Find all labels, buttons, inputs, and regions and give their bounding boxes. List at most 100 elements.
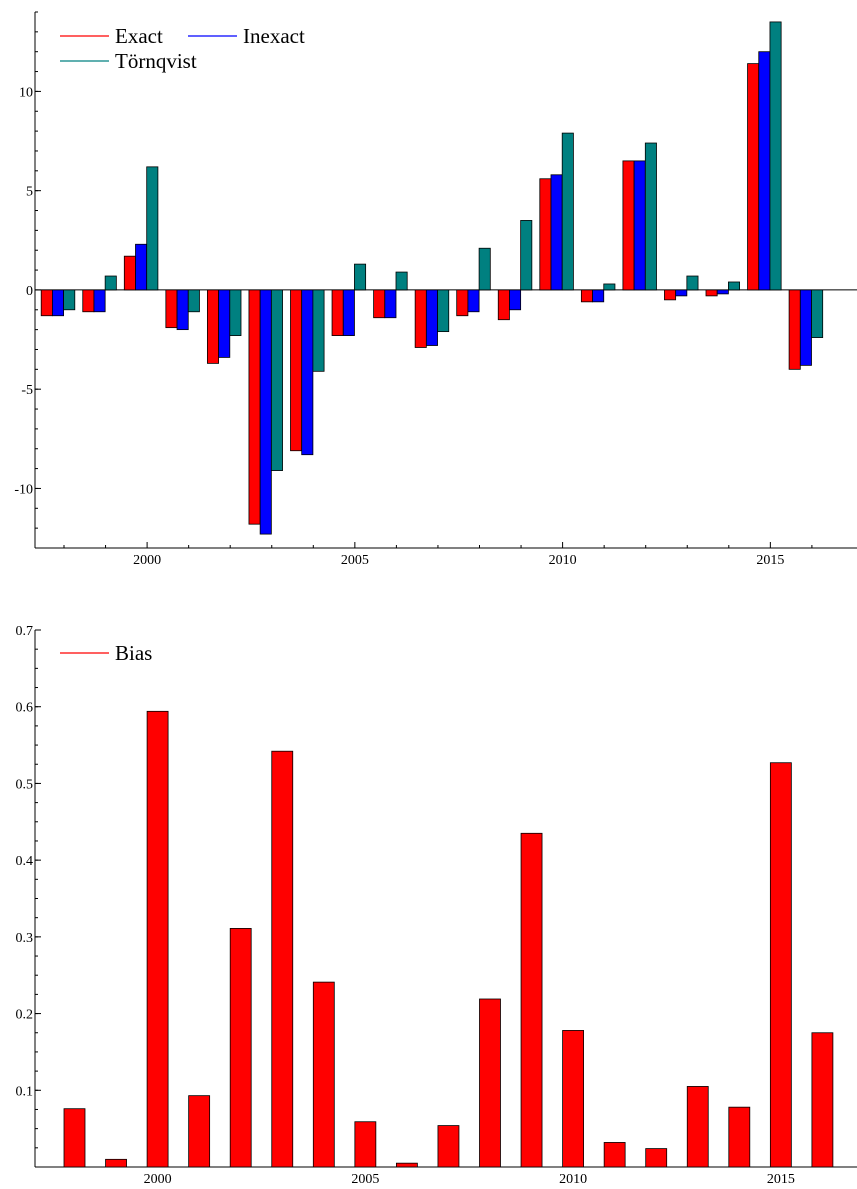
bar-trnqvist-2015 — [769, 21, 782, 291]
bar-exact-2000 — [123, 255, 136, 291]
bar-bias-2009 — [520, 832, 543, 1168]
bar-trnqvist-2000 — [146, 166, 159, 291]
bar-inexact-2012 — [633, 160, 646, 291]
bar-bias-2013 — [686, 1086, 709, 1168]
bar-bias-2016 — [811, 1032, 834, 1168]
bar-exact-2015 — [747, 63, 760, 291]
bar-exact-2008 — [456, 289, 469, 317]
x-tick-label: 2015 — [767, 1172, 795, 1187]
bar-bias-2012 — [645, 1148, 668, 1168]
bar-inexact-2014 — [716, 289, 729, 295]
bar-trnqvist-1998 — [63, 289, 76, 311]
bar-exact-2014 — [705, 289, 718, 297]
bar-trnqvist-2001 — [187, 289, 200, 313]
x-tick-label: 2005 — [351, 1172, 379, 1187]
bar-inexact-2009 — [509, 289, 522, 311]
bar-inexact-2002 — [218, 289, 231, 358]
x-tick-label: 2000 — [133, 553, 161, 568]
y-tick-label: 5 — [26, 185, 33, 200]
bar-bias-2000 — [146, 710, 169, 1168]
legend-label: Inexact — [243, 24, 305, 48]
bar-bias-2006 — [395, 1162, 418, 1168]
x-tick-label: 2010 — [549, 553, 577, 568]
bar-bias-2015 — [769, 762, 792, 1168]
x-tick-label: 2000 — [144, 1172, 172, 1187]
bar-inexact-1998 — [52, 289, 65, 317]
bar-trnqvist-2013 — [686, 275, 699, 291]
bar-exact-2013 — [664, 289, 677, 301]
bar-exact-2006 — [373, 289, 386, 319]
bar-inexact-2008 — [467, 289, 480, 313]
bar-bias-2004 — [312, 981, 335, 1168]
bar-inexact-2007 — [425, 289, 438, 346]
chart-2-bias-bars: 0.1 0.2 0.3 0.4 0.5 0.6 0.7 2000 2005 2010 2015 Bia… — [16, 624, 857, 1187]
bar-exact-2007 — [414, 289, 427, 348]
bar-trnqvist-1999 — [104, 275, 117, 291]
bar-bias-2014 — [728, 1106, 751, 1168]
bar-exact-2005 — [331, 289, 344, 336]
x-tick-label: 2005 — [341, 553, 369, 568]
x-tick-label: 2015 — [756, 553, 784, 568]
bar-exact-2012 — [622, 160, 635, 291]
bar-inexact-2013 — [675, 289, 688, 297]
y-tick-label: 0.3 — [16, 931, 34, 946]
bar-bias-2003 — [271, 750, 294, 1168]
y-tick-label: 0.2 — [16, 1008, 34, 1023]
bar-inexact-2006 — [384, 289, 397, 319]
bar-exact-1998 — [40, 289, 53, 317]
bar-trnqvist-2006 — [395, 271, 408, 291]
bar-trnqvist-2016 — [811, 289, 824, 338]
legend-label: Bias — [115, 641, 152, 665]
bar-inexact-2015 — [758, 51, 771, 291]
y-tick-label: 0.5 — [16, 777, 34, 792]
bar-bias-2002 — [229, 928, 252, 1168]
bar-inexact-2011 — [592, 289, 605, 303]
bar-bias-2011 — [603, 1142, 626, 1168]
y-tick-label: -10 — [14, 482, 33, 497]
bar-bias-2010 — [562, 1030, 584, 1168]
bar-trnqvist-2003 — [270, 289, 283, 471]
bar-exact-1999 — [82, 289, 95, 313]
chart-1-price-index-bars: -10 -5 0 5 10 2000 2005 2010 2015 Exact Inexact Tör… — [14, 11, 857, 568]
bar-trnqvist-2010 — [561, 132, 574, 291]
bar-bias-2007 — [437, 1125, 460, 1168]
bar-trnqvist-2009 — [520, 220, 533, 291]
y-tick-label: 0.4 — [16, 854, 34, 869]
bar-exact-2001 — [165, 289, 178, 329]
x-tick-label: 2010 — [559, 1172, 587, 1187]
bar-trnqvist-2002 — [229, 289, 242, 336]
bar-trnqvist-2012 — [644, 142, 657, 291]
bar-trnqvist-2014 — [728, 281, 741, 291]
bar-exact-2016 — [788, 289, 801, 370]
bar-bias-2005 — [354, 1121, 377, 1168]
bar-exact-2011 — [580, 289, 593, 303]
legend-label: Exact — [115, 24, 163, 48]
y-tick-label: 10 — [19, 85, 33, 100]
bar-bias-2008 — [479, 998, 501, 1168]
bar-inexact-2010 — [550, 174, 563, 291]
bar-inexact-2000 — [135, 243, 148, 291]
bar-trnqvist-2005 — [354, 263, 367, 291]
bar-trnqvist-2007 — [437, 289, 450, 333]
bar-exact-2002 — [206, 289, 219, 364]
bar-exact-2010 — [539, 178, 552, 291]
bar-exact-2003 — [248, 289, 261, 525]
bar-inexact-2001 — [176, 289, 189, 331]
y-tick-label: 0.7 — [16, 624, 34, 639]
bar-trnqvist-2004 — [312, 289, 325, 372]
bar-exact-2009 — [497, 289, 510, 321]
bar-trnqvist-2008 — [478, 247, 491, 291]
y-tick-label: -5 — [21, 383, 33, 398]
y-tick-label: 0.6 — [16, 701, 34, 716]
y-tick-label: 0.1 — [16, 1084, 34, 1099]
bar-exact-2004 — [290, 289, 303, 452]
bar-bias-1999 — [105, 1158, 127, 1168]
y-tick-label: 0 — [26, 284, 33, 299]
bar-inexact-2005 — [342, 289, 355, 336]
bar-bias-1998 — [63, 1108, 86, 1168]
bar-inexact-1999 — [93, 289, 106, 313]
bar-bias-2001 — [188, 1095, 211, 1168]
bar-inexact-2016 — [799, 289, 812, 366]
legend-label: Törnqvist — [115, 49, 197, 73]
